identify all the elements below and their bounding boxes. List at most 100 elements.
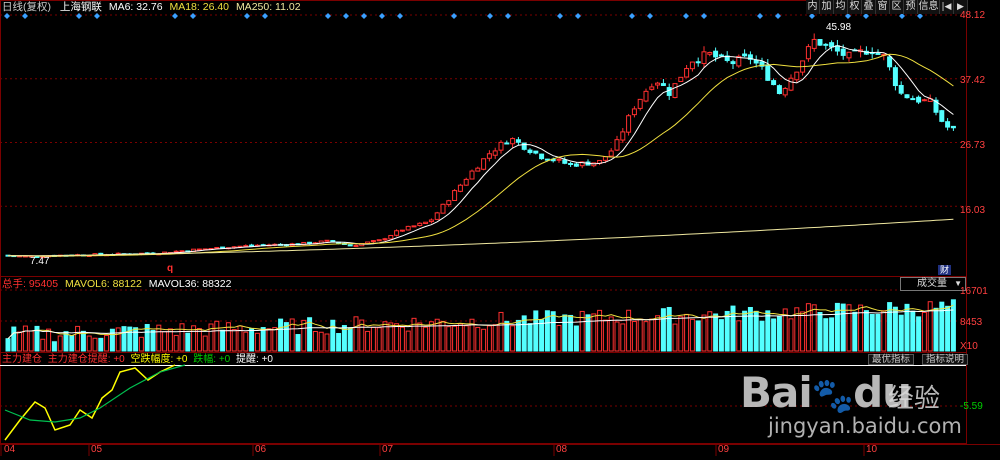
candle-up — [846, 51, 852, 59]
event-diamond-marker — [397, 13, 403, 19]
volume-bar-up — [22, 325, 28, 352]
volume-bar-down — [63, 331, 69, 352]
ma250-value: MA250: 11.02 — [235, 1, 301, 13]
chart-frame — [0, 0, 967, 444]
candle-down — [950, 125, 956, 129]
nav-first-icon[interactable]: |◀ — [940, 0, 954, 14]
volume-bar-down — [544, 310, 550, 352]
event-diamond-marker — [325, 13, 331, 19]
toolbar-button-yu[interactable]: 预 — [904, 0, 918, 14]
event-diamond-marker — [4, 13, 10, 19]
volume-bar-down — [724, 310, 730, 352]
volume-bar-up — [365, 330, 371, 352]
volume-bar-up — [417, 322, 423, 352]
volume-bar-down — [278, 318, 284, 352]
toolbar-button-jia[interactable]: 加 — [820, 0, 834, 14]
volume-bar-up — [457, 323, 463, 352]
high-price-annotation: 45.98 — [826, 22, 852, 33]
candle-up — [481, 158, 487, 170]
volume-bar-up — [173, 334, 179, 352]
best-indicator-button[interactable]: 最优指标 — [868, 354, 915, 365]
candle-up — [196, 248, 202, 251]
candle-up — [689, 61, 695, 70]
candle-up — [428, 219, 434, 223]
volume-bar-down — [585, 314, 591, 352]
indicator-help-button[interactable]: 指标说明 — [922, 354, 969, 365]
volume-bar-up — [446, 326, 452, 352]
volume-bar-up — [28, 330, 34, 352]
candle-up — [805, 46, 811, 60]
volume-bar-down — [330, 319, 336, 352]
financial-marker[interactable]: 财 — [938, 265, 952, 275]
candle-up — [214, 246, 220, 249]
volume-bar-up — [707, 311, 713, 352]
candle-up — [579, 161, 585, 167]
date-tick-label: 09 — [718, 444, 730, 455]
toolbar-button-chuang[interactable]: 窗 — [876, 0, 890, 14]
volume-bar-up — [846, 304, 852, 352]
candle-up — [626, 115, 632, 133]
nav-next-icon[interactable]: ▶ — [954, 0, 968, 14]
candle-up — [655, 82, 661, 86]
candle-up — [434, 212, 440, 220]
event-diamond-marker — [917, 13, 923, 19]
candle-down — [747, 54, 753, 60]
toolbar-button-die[interactable]: 叠 — [862, 0, 876, 14]
volume-bar-up — [191, 325, 197, 352]
candle-up — [411, 225, 417, 228]
candle-down — [573, 163, 579, 167]
event-diamond-marker — [863, 13, 869, 19]
volume-bar-down — [713, 313, 719, 352]
candle-down — [307, 241, 313, 245]
volume-tick-label: 16701 — [960, 286, 988, 297]
candle-down — [347, 244, 353, 247]
ma18-value: MA18: 26.40 — [169, 1, 230, 13]
volume-bar-down — [69, 335, 75, 352]
volume-bar-down — [875, 313, 881, 352]
volume-bar-up — [620, 323, 626, 352]
candle-down — [834, 45, 840, 52]
paw-icon: 🐾 — [811, 376, 854, 416]
candle-up — [608, 150, 614, 157]
volume-bar-down — [521, 315, 527, 352]
watermark-brand: Bai — [740, 368, 813, 417]
volume-bar-down — [34, 325, 40, 352]
volume-bar-up — [486, 325, 492, 352]
volume-bar-up — [423, 326, 429, 352]
toolbar-button-xinxi[interactable]: 信息 — [918, 0, 940, 14]
candle-up — [173, 250, 179, 253]
q-marker: q — [167, 263, 174, 274]
volume-bar-down — [568, 314, 574, 352]
volume-bar-up — [353, 316, 359, 352]
volume-bar-down — [307, 317, 313, 352]
volume-bar-down — [573, 325, 579, 352]
chart-toolbar: 内 加 均 权 叠 窗 区 预 信息 |◀ ▶ — [806, 0, 968, 14]
watermark-url: jingyan.baidu.com — [768, 414, 962, 438]
toolbar-button-nei[interactable]: 内 — [806, 0, 820, 14]
toolbar-button-jun[interactable]: 均 — [834, 0, 848, 14]
volume-bar-down — [347, 327, 353, 352]
candle-down — [504, 142, 510, 145]
volume-bar-down — [747, 306, 753, 352]
event-diamond-marker — [76, 13, 82, 19]
volume-bar-up — [684, 313, 690, 352]
toolbar-button-quan[interactable]: 权 — [848, 0, 862, 14]
volume-bar-down — [753, 310, 759, 352]
volume-bar-up — [794, 307, 800, 352]
candle-up — [475, 167, 481, 172]
chart-type-label[interactable]: 日线(复权) — [2, 1, 51, 13]
event-diamond-marker — [757, 13, 763, 19]
price-tick-label: 26.73 — [960, 140, 986, 151]
candle-down — [771, 80, 777, 86]
volume-bar-down — [950, 299, 956, 352]
candle-up — [440, 203, 446, 214]
volume-bar-down — [80, 330, 86, 352]
volume-bar-up — [811, 304, 817, 352]
candle-up — [452, 190, 458, 201]
candle-up — [736, 55, 742, 67]
volume-bar-up — [597, 309, 603, 352]
toolbar-button-qu[interactable]: 区 — [890, 0, 904, 14]
volume-indicator-select[interactable]: 成交量 ▼ — [900, 277, 966, 291]
candle-down — [945, 121, 951, 128]
